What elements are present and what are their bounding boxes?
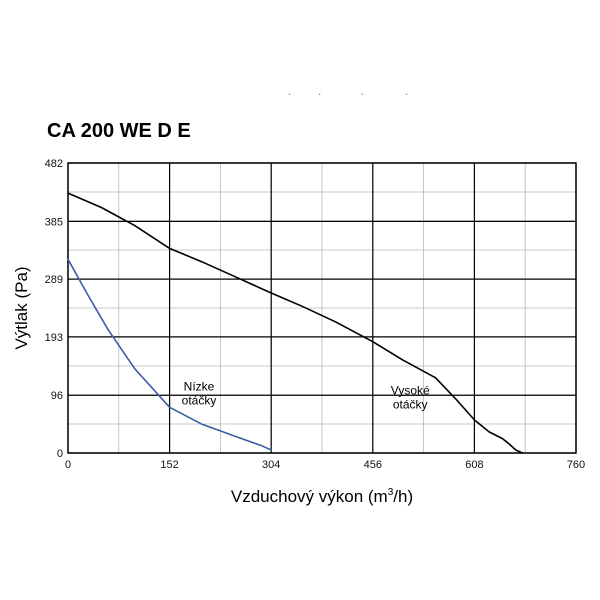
series-layer [67, 192, 524, 454]
y-tick-label: 0 [57, 448, 63, 460]
y-tick-label: 385 [45, 216, 63, 228]
header-fragment: ˏ [318, 85, 321, 95]
plot-frame [67, 162, 577, 454]
x-axis-label: Vzduchový výkon (m3/h) [231, 487, 413, 506]
series-line [67, 192, 524, 454]
x-tick-label: 760 [567, 459, 585, 471]
x-tick-label: 608 [465, 459, 483, 471]
series-annotation: Nízke otáčky [182, 379, 217, 407]
series-annotation: Vysoké otáčky [391, 384, 430, 412]
annotation-layer: Nízke otáčky Vysoké otáčky [182, 379, 430, 411]
x-axis-label-tail: /h) [393, 487, 413, 506]
y-tick-label: 193 [45, 332, 63, 344]
x-axis-label-text: Vzduchový výkon (m [231, 487, 388, 506]
x-tick-labels: 0 152 304 456 608 760 [65, 459, 585, 471]
y-tick-label: 96 [51, 390, 63, 402]
x-tick-label: 0 [65, 459, 71, 471]
header-fragment: ˏ [405, 85, 408, 95]
chart-title: CA 200 WE D E [47, 120, 191, 142]
minor-grid [68, 163, 576, 453]
y-tick-label: 289 [45, 274, 63, 286]
header-fragment: ˎ [288, 85, 291, 95]
x-axis-label-sup: 3 [388, 487, 394, 498]
series-line [67, 258, 273, 451]
header-fragment: ˎ [361, 85, 364, 95]
x-tick-label: 456 [364, 459, 382, 471]
y-axis-label: Výtlak (Pa) [12, 266, 31, 349]
y-tick-labels: 0 96 193 289 385 482 [45, 158, 63, 460]
x-tick-label: 304 [262, 459, 280, 471]
x-tick-label: 152 [160, 459, 178, 471]
y-tick-label: 482 [45, 158, 63, 170]
